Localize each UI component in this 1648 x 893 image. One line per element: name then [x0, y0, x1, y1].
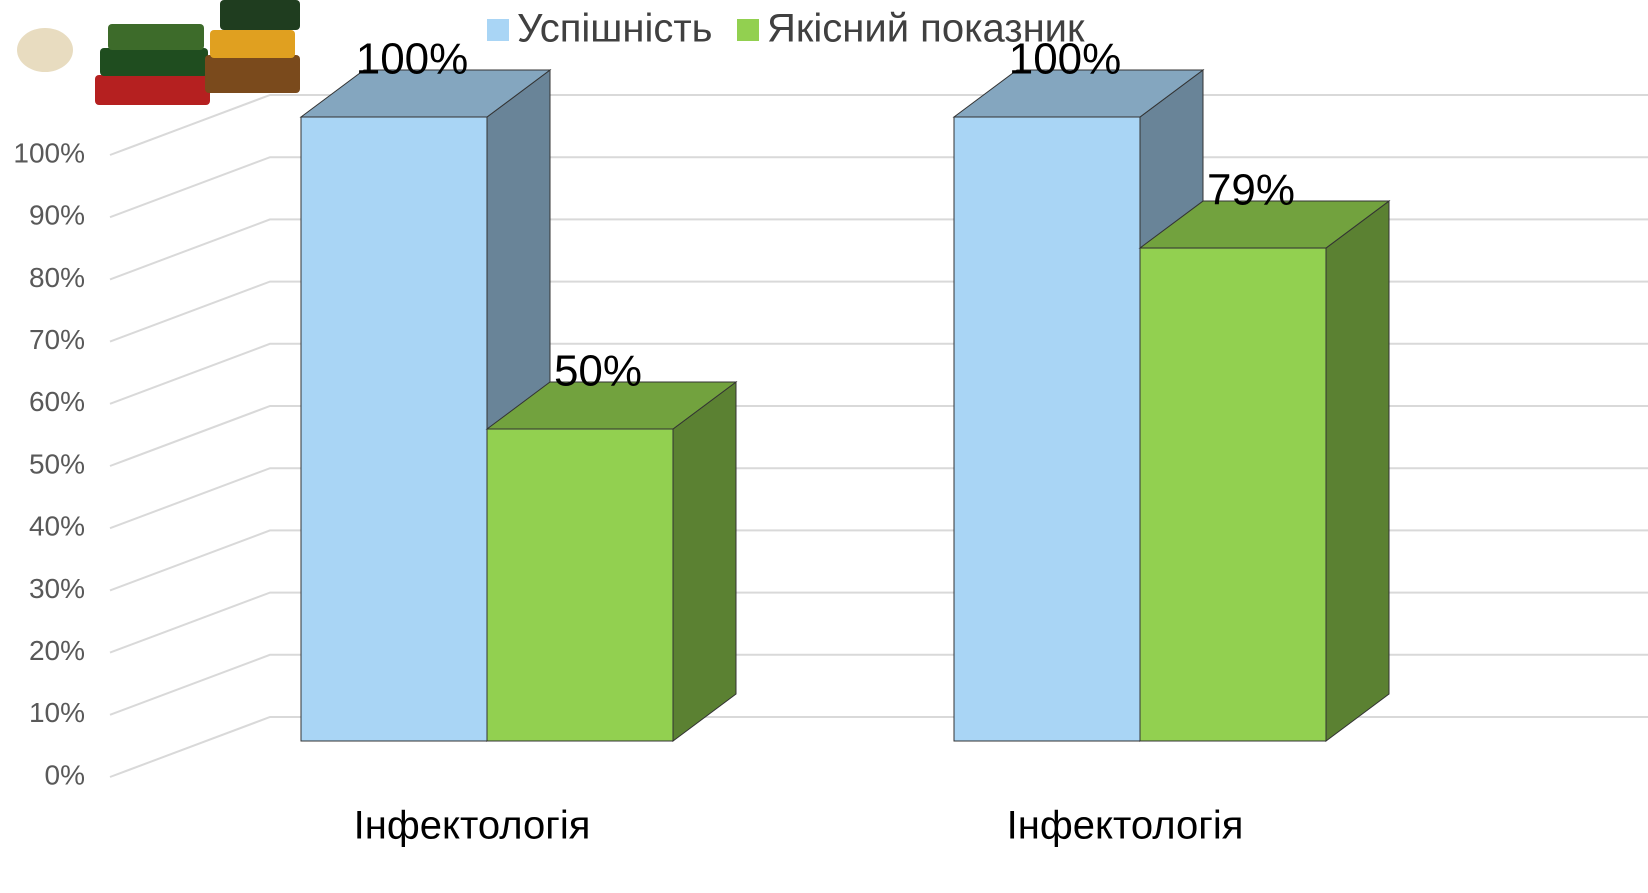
bar: [954, 117, 1140, 741]
bar-side: [673, 382, 736, 741]
legend-label: Успішність: [517, 7, 713, 51]
chart: 0% 10% 20% 30% 40% 50% 60% 70% 80% 90% 100% Інфекто…: [0, 0, 1648, 893]
y-tick-label: 50%: [29, 448, 85, 479]
y-tick-label: 20%: [29, 635, 85, 666]
books-illustration: [17, 0, 300, 105]
y-tick-label: 60%: [29, 386, 85, 417]
bar-side: [1326, 201, 1389, 741]
value-label: 79%: [1207, 166, 1295, 215]
bar: [301, 117, 487, 741]
legend-label: Якісний показник: [767, 7, 1085, 51]
x-tick-label: Інфектологія: [1007, 804, 1244, 848]
y-tick-label: 30%: [29, 573, 85, 604]
legend-swatch: [487, 19, 509, 41]
bar: [1140, 248, 1326, 741]
y-tick-label: 10%: [29, 697, 85, 728]
y-tick-label: 90%: [29, 200, 85, 231]
bar: [487, 429, 673, 741]
x-tick-label: Інфектологія: [354, 804, 591, 848]
value-label: 100%: [356, 35, 469, 84]
y-tick-label: 80%: [29, 262, 85, 293]
y-tick-label: 40%: [29, 511, 85, 542]
y-tick-label: 70%: [29, 324, 85, 355]
value-label: 50%: [554, 347, 642, 396]
legend-swatch: [737, 19, 759, 41]
y-tick-label: 100%: [13, 137, 85, 168]
y-tick-label: 0%: [45, 759, 85, 790]
